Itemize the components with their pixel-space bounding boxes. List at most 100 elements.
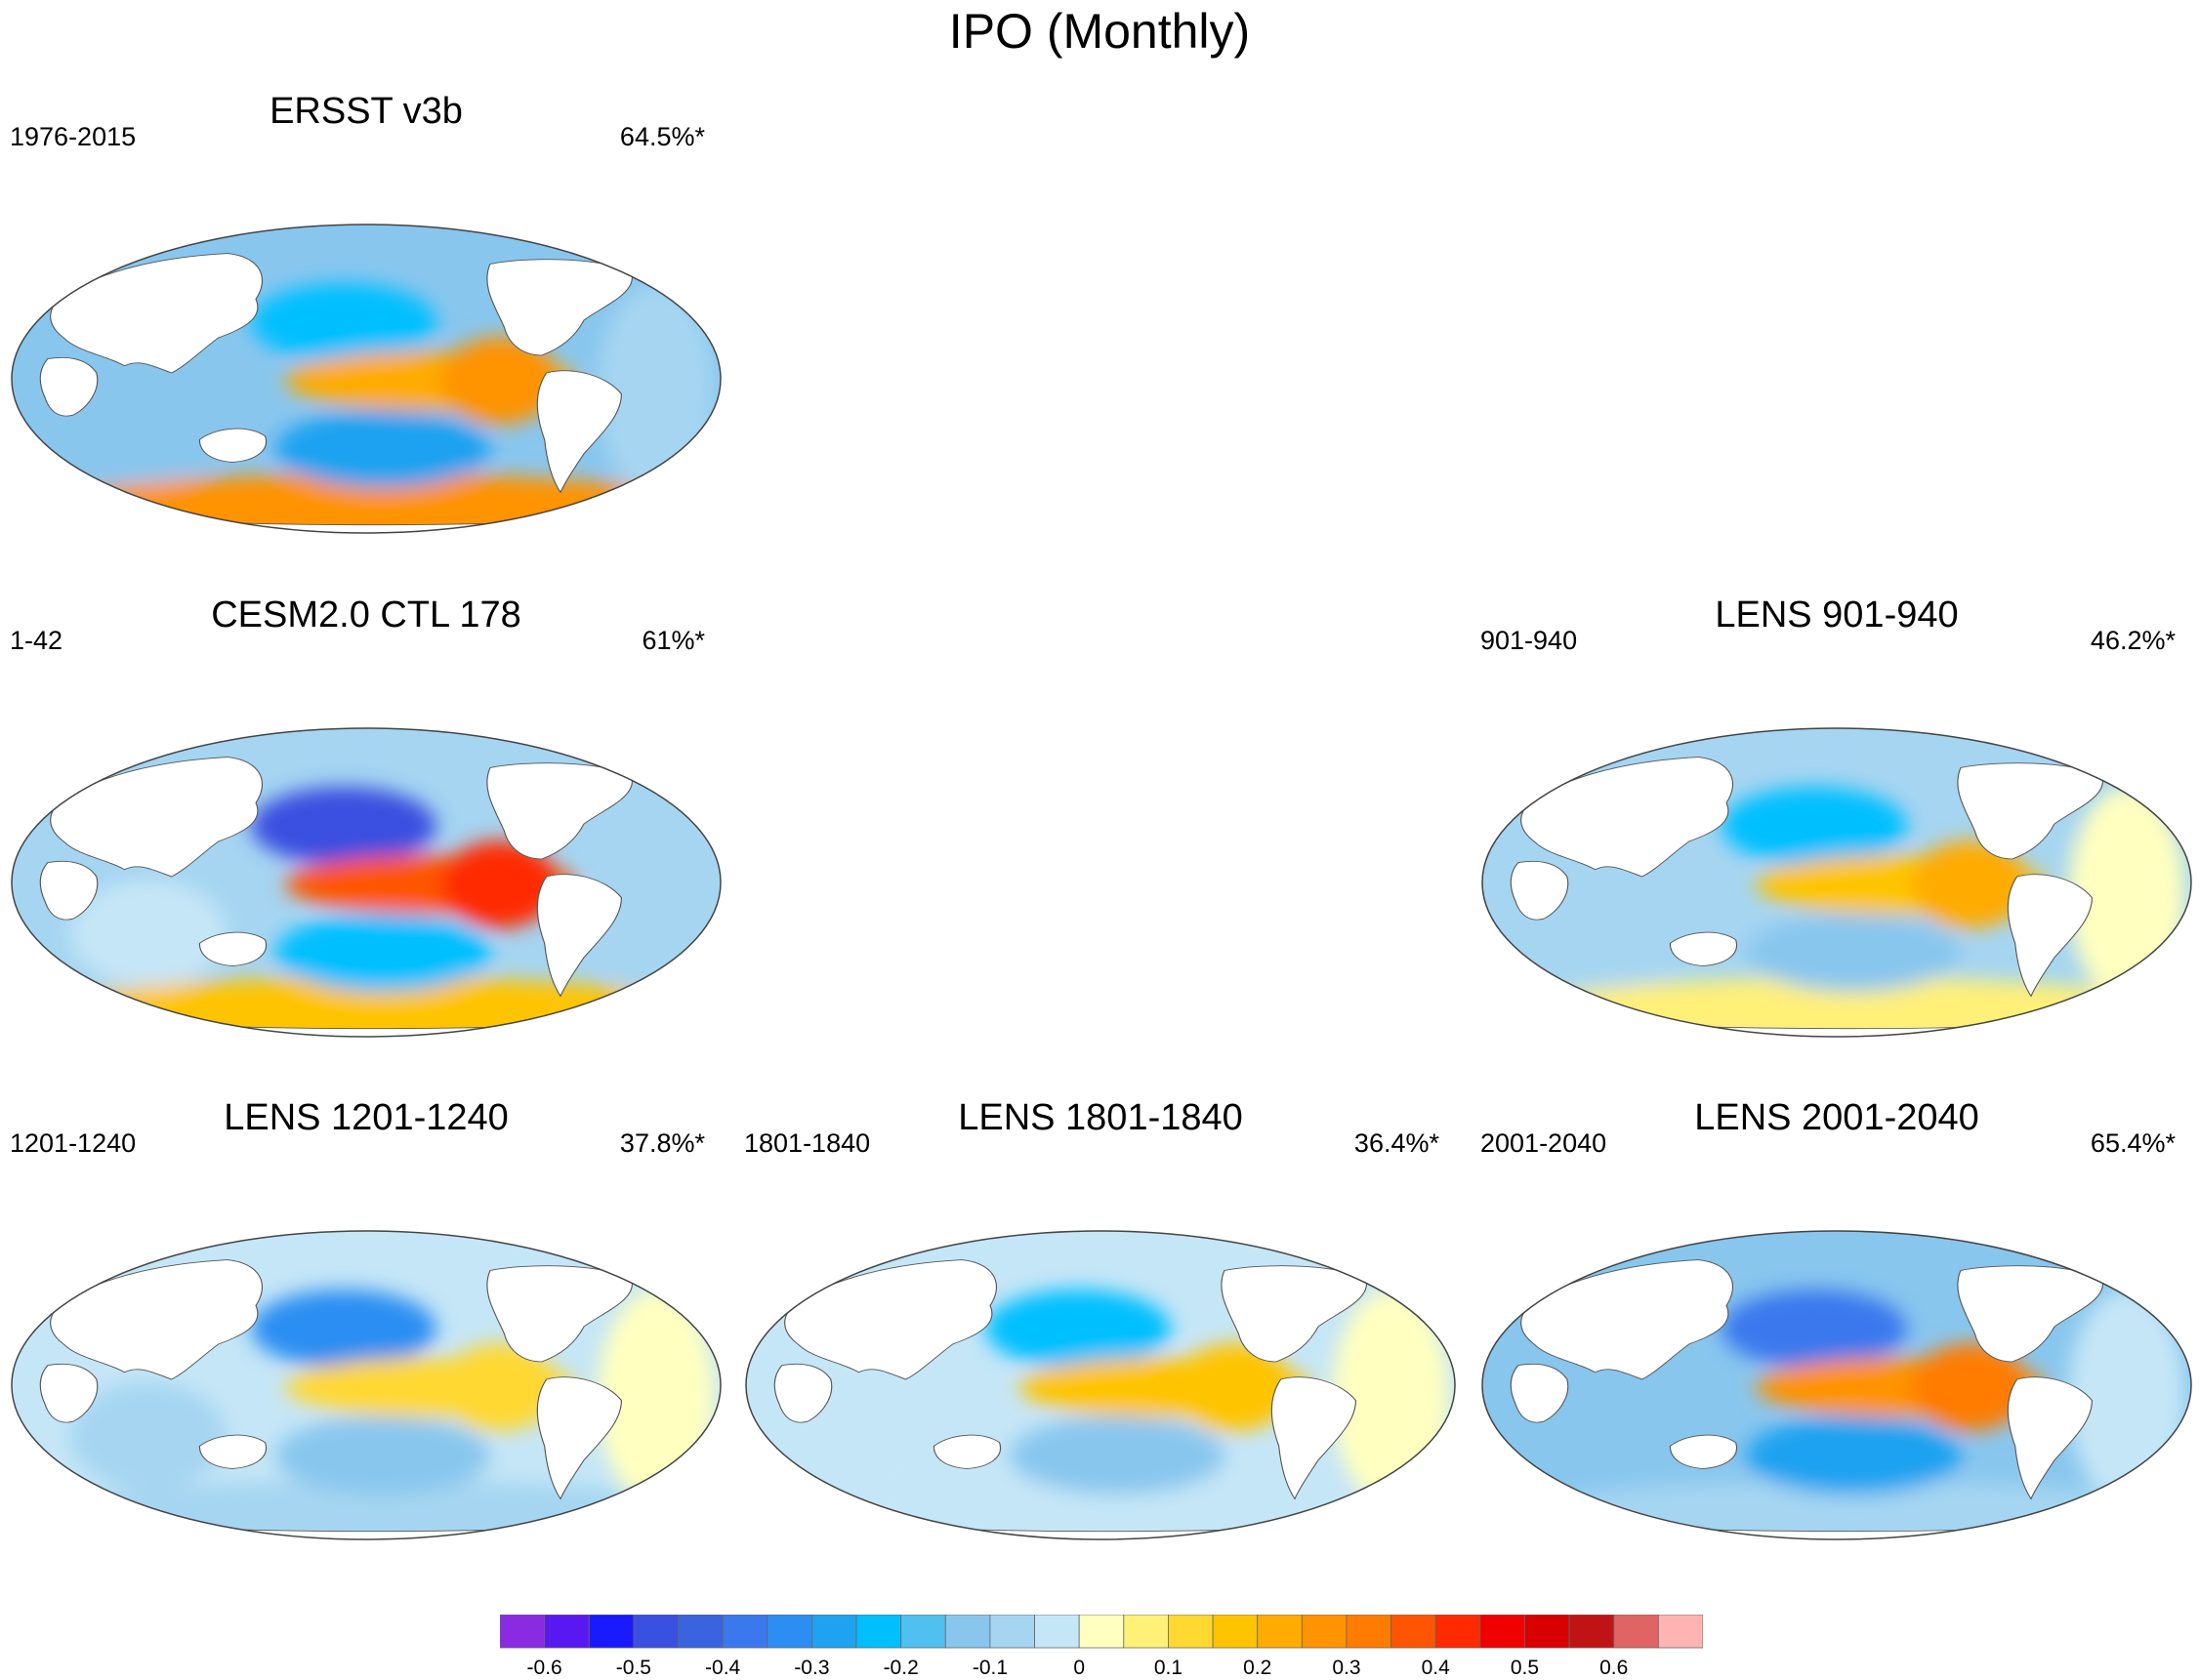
field-indian-ocean [70,880,227,987]
colorbar-tick-label: 0.3 [1332,1657,1361,1679]
panel-title: LENS 1201-1240 [224,1097,509,1138]
colorbar-box [1301,1615,1348,1649]
field-atlantic [1332,1290,1449,1504]
panel-title: LENS 2001-2040 [1694,1097,1979,1138]
colorbar-box [1034,1615,1080,1649]
land-africa [39,1363,99,1423]
field-south-pacific [275,410,490,488]
panel-title: CESM2.0 CTL 178 [211,594,521,635]
land-australia [1669,1434,1738,1469]
land-north-america [1957,1265,2104,1363]
colorbar-box [588,1615,635,1649]
map-panel-ersst: ERSST v3b 1976-2015 64.5%* [0,90,732,568]
panel-period: 2001-2040 [1480,1128,1607,1158]
panel-period: 1801-1840 [744,1128,871,1158]
colorbar-tick-label: -0.3 [794,1657,830,1679]
land-australia [198,931,268,966]
land-south-america [536,874,622,998]
field-indian-ocean [1541,1382,1697,1490]
colorbar-box [855,1615,902,1649]
land-south-america [2007,1376,2093,1500]
land-asia [784,1259,998,1380]
land-south-america [2007,874,2093,998]
colorbar-tick-label: -0.2 [883,1657,919,1679]
land-asia [50,1259,264,1380]
land-north-america [486,259,634,356]
map-svg [11,224,722,534]
land-asia [1520,757,1734,878]
field-indian-ocean [70,1382,227,1490]
colorbar-tick-label: 0.1 [1153,1657,1183,1679]
land-africa [1510,860,1569,921]
land-greenland [588,1246,650,1270]
field-east-pacific [441,840,559,928]
colorbar-box [1613,1615,1659,1649]
field-indian-ocean [1541,880,1697,987]
map-svg [11,727,722,1038]
map-svg [11,1230,722,1540]
colorbar-box [1434,1615,1481,1649]
land-greenland [2058,1246,2121,1270]
colorbar-tick-label: -0.4 [705,1657,741,1679]
field-south-pacific [275,914,490,992]
colorbar-tick-label: 0.4 [1421,1657,1450,1679]
colorbar-box [1078,1615,1125,1649]
land-asia [50,757,264,878]
land-australia [1669,931,1738,966]
panel-title: LENS 1801-1840 [958,1097,1243,1138]
land-greenland [2058,743,2121,767]
map-outline [11,1230,722,1540]
field-indian-ocean [70,376,227,483]
colorbar-tick-label: 0.6 [1599,1657,1629,1679]
field-north-pacific [1722,1290,1907,1368]
colorbar-box [1123,1615,1169,1649]
field-south-pacific [1746,1416,1961,1495]
field-north-pacific [985,1290,1171,1368]
land-greenland [588,239,650,264]
field-east-pacific [1912,1343,2029,1431]
land-north-america [1957,762,2104,860]
panel-percent: 61%* [642,626,705,655]
colorbar-tick-label: 0 [1073,1657,1086,1679]
field-atlantic [2068,1290,2185,1504]
map-panel-lens-1201: LENS 1201-1240 1201-1240 37.8%* [0,1096,732,1575]
field-east-pacific [1912,840,2029,928]
field-east-pacific [441,1343,559,1431]
panel-period: 1-42 [10,626,63,655]
panel-percent: 37.8%* [619,1128,705,1158]
land-africa [39,860,99,921]
colorbar-box [1346,1615,1391,1649]
land-australia [198,1434,268,1469]
land-greenland [588,743,650,767]
colorbar-box [900,1615,946,1649]
colorbar-box [811,1615,857,1649]
panel-period: 1201-1240 [10,1128,137,1158]
map-svg [1481,1230,2192,1540]
land-greenland [1322,1246,1385,1270]
colorbar-box [767,1615,812,1649]
colorbar-box [722,1615,768,1649]
field-south-pacific [1746,914,1961,992]
land-north-america [486,762,634,860]
colorbar-box [1390,1615,1436,1649]
field-atlantic [2068,787,2185,1002]
map-panel-lens-1801: LENS 1801-1840 1801-1840 36.4%* [734,1096,1467,1575]
land-asia [50,253,264,374]
colorbar-tick-label: -0.6 [526,1657,562,1679]
panel-percent: 36.4%* [1353,1128,1439,1158]
map-outline [1481,727,2192,1038]
colorbar-box [678,1615,724,1649]
map-svg [1481,727,2192,1038]
colorbar-box [1257,1615,1303,1649]
colorbar-box [944,1615,991,1649]
land-africa [1510,1363,1569,1423]
colorbar-box [1212,1615,1259,1649]
colorbar-tick-label: 0.5 [1510,1657,1540,1679]
map-outline [745,1230,1456,1540]
land-australia [933,1434,1002,1469]
colorbar-box [544,1615,590,1649]
field-indian-ocean [805,1382,961,1490]
field-south-pacific [275,1416,490,1495]
map-outline [11,224,722,534]
land-australia [198,428,268,463]
